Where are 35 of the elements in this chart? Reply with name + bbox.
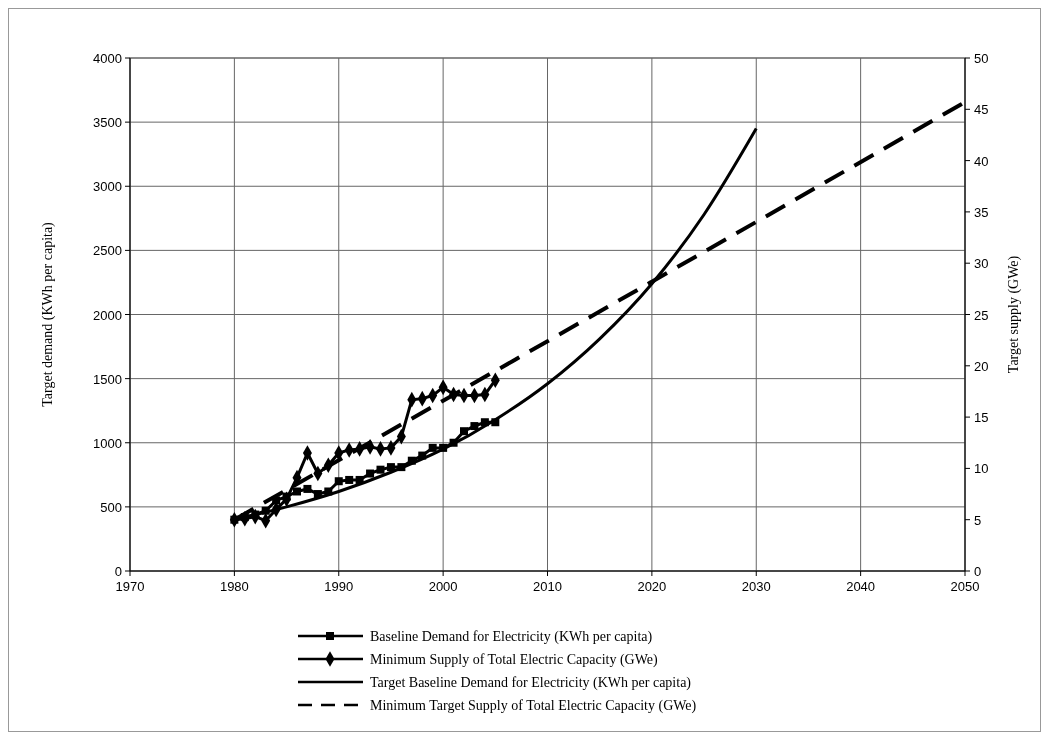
y2-tick-label: 30 (974, 256, 989, 272)
y2-tick-label: 40 (974, 153, 989, 169)
y2-tick-label: 45 (974, 102, 989, 118)
x-tick-label: 2020 (637, 579, 667, 594)
y2-tick-label: 5 (974, 512, 982, 528)
y-tick-label: 3000 (93, 179, 122, 195)
y-tick-label: 500 (100, 499, 122, 515)
x-tick-label: 2000 (428, 579, 458, 594)
x-tick-label: 2010 (533, 579, 562, 594)
y2-tick-label: 0 (974, 564, 982, 579)
y2-tick-label: 35 (974, 204, 989, 220)
y-tick-label: 3500 (93, 115, 122, 131)
y-tick-label: 2000 (93, 307, 122, 323)
x-tick-label: 1990 (324, 579, 354, 594)
y-axis-title: Target demand (KWh per capita) (40, 221, 56, 407)
y-tick-label: 4000 (93, 51, 122, 66)
y2-axis-title: Target supply (GWe) (1006, 255, 1022, 374)
legend-label: Baseline Demand for Electricity (KWh per capita) (370, 629, 653, 645)
y-tick-label: 1000 (93, 435, 122, 451)
x-tick-label: 1980 (219, 579, 249, 594)
y2-tick-label: 20 (974, 358, 989, 374)
legend-label: Minimum Supply of Total Electric Capacity (GWe) (370, 652, 659, 668)
x-tick-label: 2040 (846, 579, 876, 594)
y2-tick-label: 15 (974, 410, 989, 426)
x-tick-label: 2030 (741, 579, 771, 594)
y-tick-label: 0 (114, 564, 122, 579)
y-tick-label: 1500 (93, 371, 122, 387)
legend-label: Minimum Target Supply of Total Electric Capacity (GWe) (370, 698, 697, 714)
x-tick-label: 1970 (115, 579, 145, 594)
x-tick-label: 2050 (950, 579, 980, 594)
y2-tick-label: 50 (974, 51, 989, 66)
y-tick-label: 2500 (93, 243, 122, 259)
y2-tick-label: 10 (974, 461, 989, 477)
y2-tick-label: 25 (974, 307, 989, 323)
legend-label: Target Baseline Demand for Electricity (KWh per capita) (370, 675, 692, 691)
